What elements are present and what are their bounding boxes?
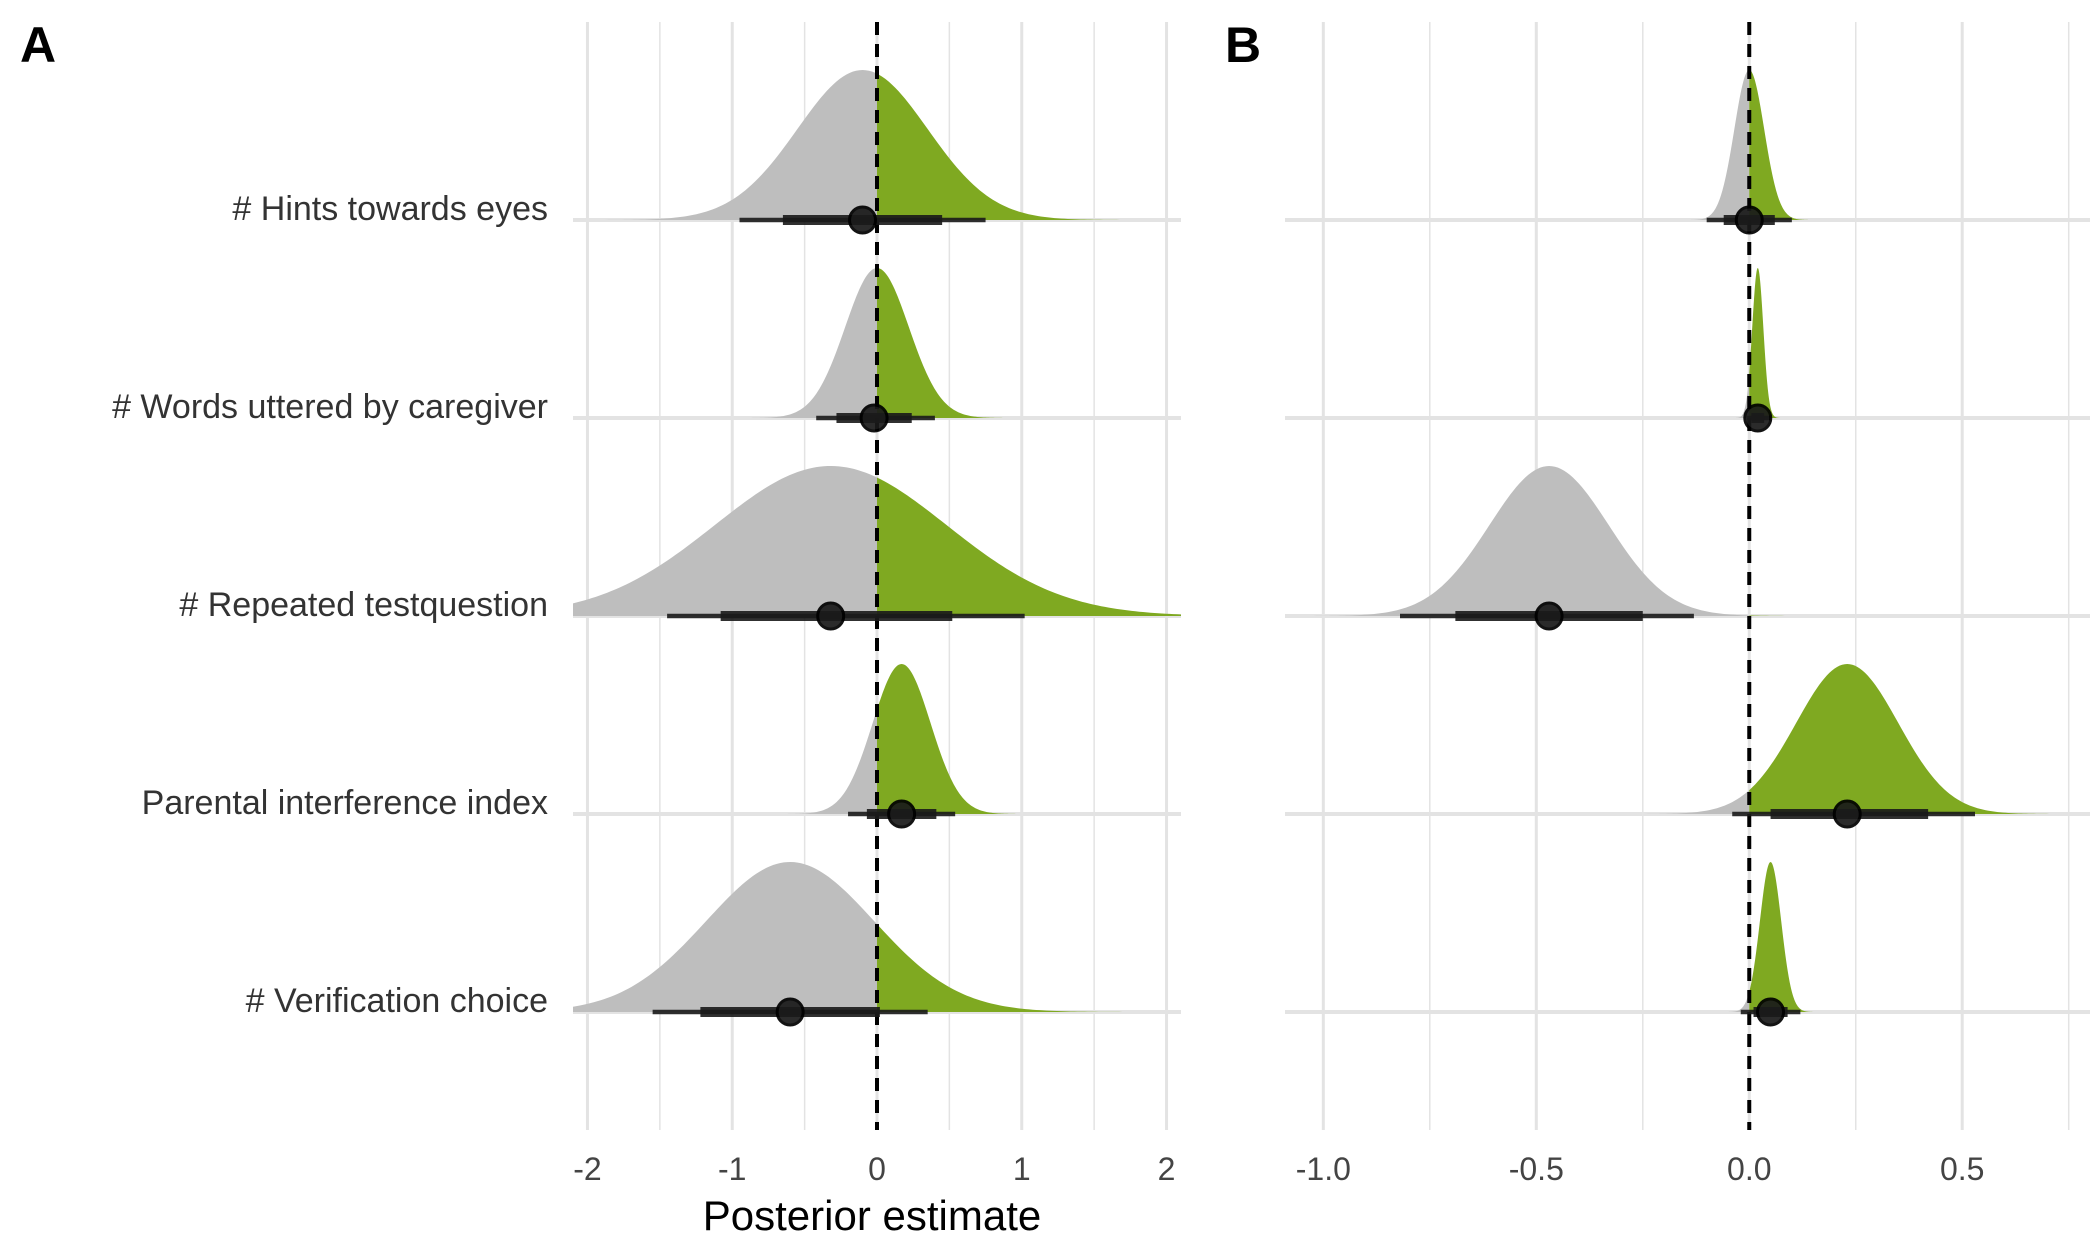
panel-b-x-tick-label: 0.0 (1727, 1151, 1771, 1187)
y-label-verification-choice: # Verification choice (246, 982, 548, 1020)
panel-b-x-tick-label: -0.5 (1509, 1151, 1564, 1187)
panel-b-point-estimate-words-uttered-by-caregiver (1743, 403, 1773, 433)
panel-b-point-estimate-hints-towards-eyes (1734, 205, 1764, 235)
panel-b-density-positive-repeated-testquestion (1749, 615, 1788, 616)
panel-b-tag: B (1225, 17, 1261, 73)
panel-a-x-tick-label: 2 (1158, 1151, 1176, 1187)
panel-a-density-negative-words-uttered-by-caregiver (749, 268, 877, 418)
panel-b-density-negative-parental-interference-index (1642, 790, 1750, 814)
y-label-repeated-testquestion: # Repeated testquestion (179, 586, 548, 624)
panel-b-density-positive-verification-choice (1749, 862, 1814, 1012)
panel-b-density-positive-parental-interference-index (1749, 664, 2052, 814)
panel-a-density-negative-repeated-testquestion (573, 466, 877, 616)
panel-a-plot: -2 -1 0 1 2 (573, 22, 1181, 1187)
panel-b-density-negative-hints-towards-eyes (1689, 70, 1750, 220)
y-axis-labels: # Hints towards eyes # Words uttered by … (112, 190, 548, 1020)
panel-a-point-estimate-hints-towards-eyes (848, 205, 878, 235)
panel-a-density-positive-words-uttered-by-caregiver (877, 268, 1005, 418)
panel-a-x-tick-label: 1 (1013, 1151, 1031, 1187)
panel-a-x-tick-label: -1 (718, 1151, 746, 1187)
y-label-hints-towards-eyes: # Hints towards eyes (232, 190, 548, 228)
panel-a-point-estimate-parental-interference-index (887, 799, 917, 829)
panel-b-x-tick-label: -1.0 (1296, 1151, 1351, 1187)
panel-a-tag: A (20, 17, 56, 73)
panel-b-density-negative-verification-choice (1727, 991, 1750, 1012)
panel-b-density-negative-words-uttered-by-caregiver (1735, 372, 1750, 418)
panel-a-density-negative-hints-towards-eyes (601, 70, 877, 220)
panel-b-density-negative-repeated-testquestion (1310, 466, 1750, 616)
panel-b-point-estimate-parental-interference-index (1832, 799, 1862, 829)
panel-a-density-positive-hints-towards-eyes (877, 73, 1124, 220)
panel-a-x-tick-label: -2 (573, 1151, 601, 1187)
y-label-parental-interference: Parental interference index (142, 784, 548, 822)
panel-a-point-estimate-verification-choice (775, 997, 805, 1027)
panel-a-density-negative-verification-choice (573, 862, 877, 1012)
panel-a-x-tick-label: 0 (868, 1151, 886, 1187)
y-label-words-uttered: # Words uttered by caregiver (112, 388, 548, 426)
panel-a-density-positive-repeated-testquestion (877, 477, 1181, 616)
panel-b-point-estimate-verification-choice (1756, 997, 1786, 1027)
panel-b-density-positive-hints-towards-eyes (1749, 70, 1809, 220)
panel-a-point-estimate-repeated-testquestion (816, 601, 846, 631)
panel-a-density-negative-parental-interference-index (785, 709, 877, 814)
x-axis-title: Posterior estimate (703, 1192, 1041, 1239)
panel-a-point-estimate-words-uttered-by-caregiver (859, 403, 889, 433)
panel-b-x-tick-label: 0.5 (1940, 1151, 1984, 1187)
panel-b-point-estimate-repeated-testquestion (1534, 601, 1564, 631)
panel-b-density-positive-words-uttered-by-caregiver (1749, 268, 1780, 418)
panel-a-density-positive-parental-interference-index (877, 664, 1018, 814)
panel-a-density-positive-verification-choice (877, 924, 1126, 1012)
panel-b-plot: -1.0 -0.5 0.0 0.5 (1285, 22, 2090, 1187)
